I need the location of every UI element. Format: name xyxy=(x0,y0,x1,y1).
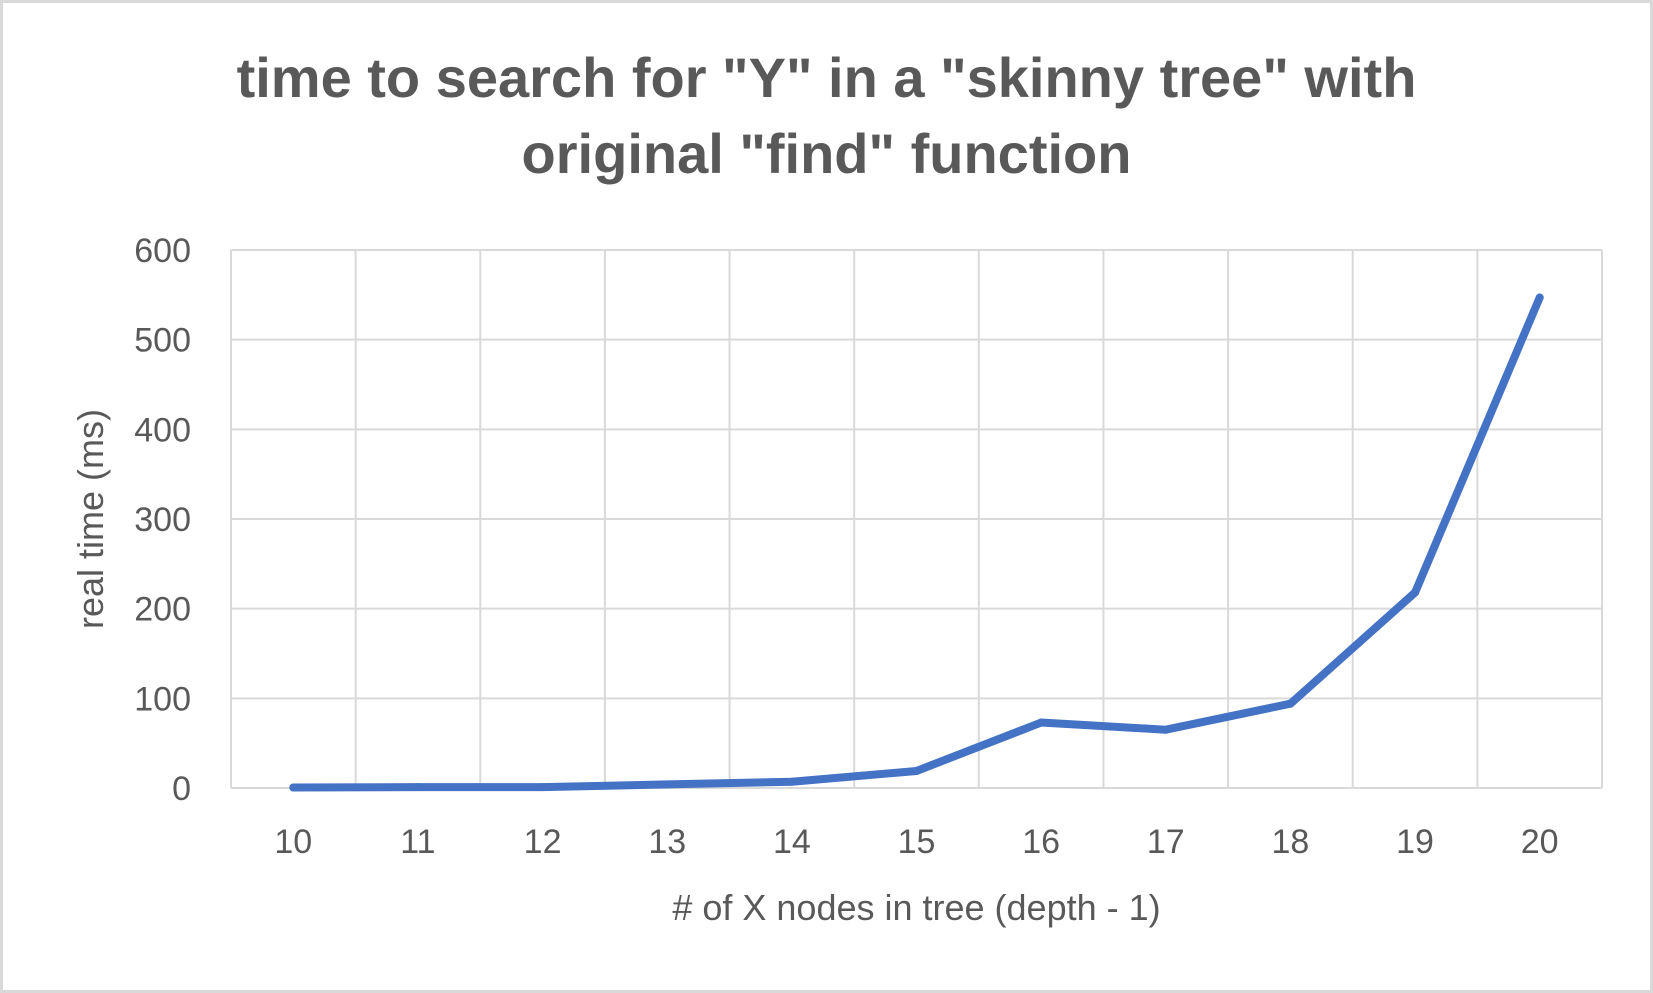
y-axis-title: real time (ms) xyxy=(70,409,111,629)
y-tick-label-3: 300 xyxy=(134,501,191,539)
data-point-0-3 xyxy=(663,780,672,789)
x-tick-label-6: 16 xyxy=(1022,823,1060,861)
x-tick-label-0: 10 xyxy=(274,823,312,861)
x-axis-ticks: 10 11 12 13 14 15 16 17 18 19 20 xyxy=(274,823,1558,861)
data-point-0-1 xyxy=(413,783,422,792)
x-tick-label-4: 14 xyxy=(773,823,811,861)
chart-title: time to search for "Y" in a "skinny tree… xyxy=(0,40,1653,192)
x-tick-label-3: 13 xyxy=(648,823,686,861)
chart-title-line-1: time to search for "Y" in a "skinny tree… xyxy=(236,46,1417,109)
data-point-0-10 xyxy=(1535,293,1544,302)
y-tick-label-4: 400 xyxy=(134,411,191,449)
data-point-0-4 xyxy=(787,777,796,786)
data-point-0-7 xyxy=(1161,725,1170,734)
y-tick-label-5: 500 xyxy=(134,322,191,360)
x-tick-label-2: 12 xyxy=(524,823,562,861)
y-axis-ticks: 0 100 200 300 400 500 600 xyxy=(134,232,191,808)
x-tick-label-5: 15 xyxy=(898,823,936,861)
data-point-0-2 xyxy=(538,783,547,792)
data-point-0-8 xyxy=(1286,699,1295,708)
data-point-0-0 xyxy=(289,783,298,792)
data-point-0-9 xyxy=(1411,588,1420,597)
x-tick-label-1: 11 xyxy=(400,823,435,861)
x-tick-label-7: 17 xyxy=(1147,823,1185,861)
data-point-0-5 xyxy=(912,766,921,775)
x-tick-label-9: 19 xyxy=(1396,823,1434,861)
x-tick-label-10: 20 xyxy=(1521,823,1559,861)
y-tick-label-0: 0 xyxy=(172,770,191,808)
data-point-0-6 xyxy=(1037,718,1046,727)
y-tick-label-1: 100 xyxy=(134,680,191,718)
chart-title-line-2: original "find" function xyxy=(521,122,1132,185)
y-tick-label-6: 600 xyxy=(134,232,191,270)
y-tick-label-2: 200 xyxy=(134,591,191,629)
x-axis-title: # of X nodes in tree (depth - 1) xyxy=(672,887,1160,928)
gridlines xyxy=(230,249,1603,789)
x-tick-label-8: 18 xyxy=(1271,823,1309,861)
series-group xyxy=(289,293,1544,792)
